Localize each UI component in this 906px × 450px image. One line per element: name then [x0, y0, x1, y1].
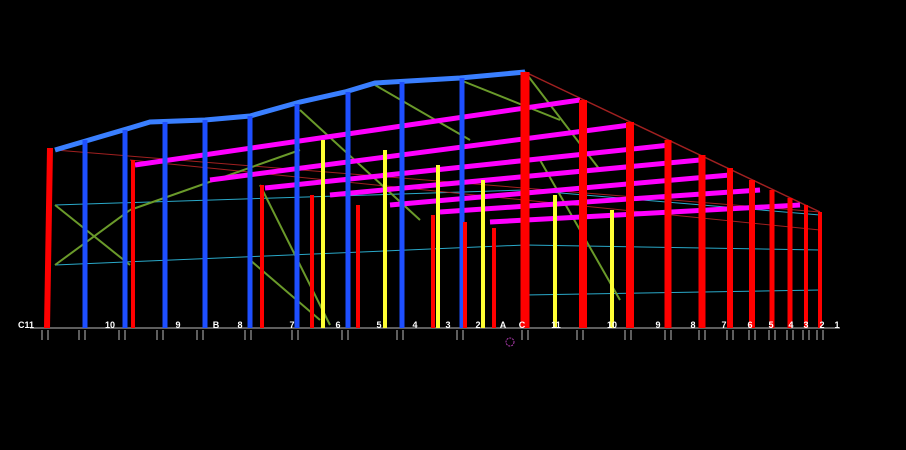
bracing [459, 79, 561, 121]
bracing [54, 204, 131, 266]
grid-label: A [499, 320, 507, 330]
grid-label: 5 [376, 320, 382, 330]
origin-marker-icon [505, 337, 515, 347]
purlin [329, 157, 701, 198]
grid-label: 2 [475, 320, 481, 330]
grid-label: 3 [445, 320, 451, 330]
grid-label: 7 [721, 320, 727, 330]
grid-label: 7 [289, 320, 295, 330]
column [44, 147, 53, 329]
tie-beam [524, 244, 821, 251]
grid-label: 11 [551, 320, 561, 330]
grid-label: 8 [237, 320, 243, 330]
grid-label: 6 [335, 320, 341, 330]
purlin [264, 142, 671, 191]
tie-beam [524, 289, 821, 296]
eave-beam [524, 71, 821, 213]
grid-label: 1 [834, 320, 840, 330]
grid-label: 10 [606, 320, 618, 330]
grid-label: C11 [17, 320, 35, 330]
grid-label: 4 [412, 320, 418, 330]
grid-label: 3 [803, 320, 809, 330]
purlin [439, 187, 761, 215]
grid-label: 5 [768, 320, 774, 330]
grid-label: 4 [788, 320, 794, 330]
bracing [54, 209, 131, 266]
bracing [374, 84, 471, 141]
grid-label: 10 [104, 320, 116, 330]
purlin [134, 97, 581, 168]
roof-rafter [54, 69, 526, 153]
grid-label: 2 [819, 320, 825, 330]
grid-label: C [518, 320, 526, 330]
grid-label: 6 [747, 320, 753, 330]
purlin [389, 172, 731, 208]
grid-label: B [212, 320, 220, 330]
grid-label: 9 [655, 320, 661, 330]
purlin [209, 122, 631, 183]
purlin [489, 202, 801, 225]
grid-label: 8 [690, 320, 696, 330]
grid-label: 9 [175, 320, 181, 330]
